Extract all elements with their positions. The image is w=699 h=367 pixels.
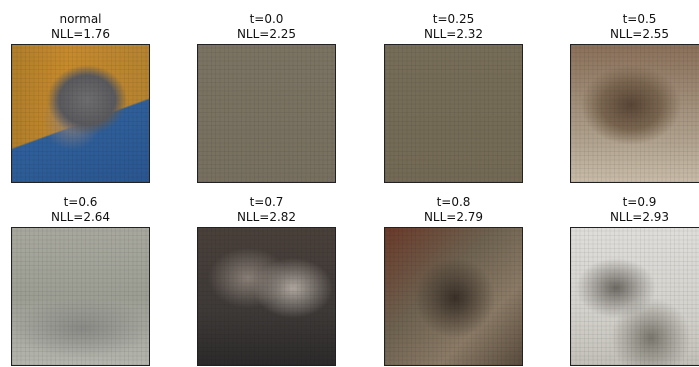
sample-image	[384, 44, 523, 183]
panel-subtitle: NLL=2.79	[384, 210, 523, 224]
panel-title: t=0.0	[197, 12, 336, 26]
panel-title: t=0.25	[384, 12, 523, 26]
sample-image	[11, 227, 150, 366]
panel-subtitle: NLL=1.76	[11, 27, 150, 41]
sample-image	[197, 227, 336, 366]
panel-subtitle: NLL=2.32	[384, 27, 523, 41]
panel-title: t=0.8	[384, 195, 523, 209]
sample-image	[11, 44, 150, 183]
panel-title: t=0.5	[570, 12, 699, 26]
panel-subtitle: NLL=2.93	[570, 210, 699, 224]
panel-title: t=0.7	[197, 195, 336, 209]
figure: normalNLL=1.76 t=0.0NLL=2.25 t=0.25NLL=2.3…	[0, 0, 699, 367]
sample-image	[384, 227, 523, 366]
panel-title: t=0.6	[11, 195, 150, 209]
panel-title: t=0.9	[570, 195, 699, 209]
sample-image	[570, 227, 699, 366]
sample-image	[570, 44, 699, 183]
panel-subtitle: NLL=2.55	[570, 27, 699, 41]
sample-image	[197, 44, 336, 183]
panel-subtitle: NLL=2.82	[197, 210, 336, 224]
panel-title: normal	[11, 12, 150, 26]
panel-subtitle: NLL=2.25	[197, 27, 336, 41]
panel-subtitle: NLL=2.64	[11, 210, 150, 224]
